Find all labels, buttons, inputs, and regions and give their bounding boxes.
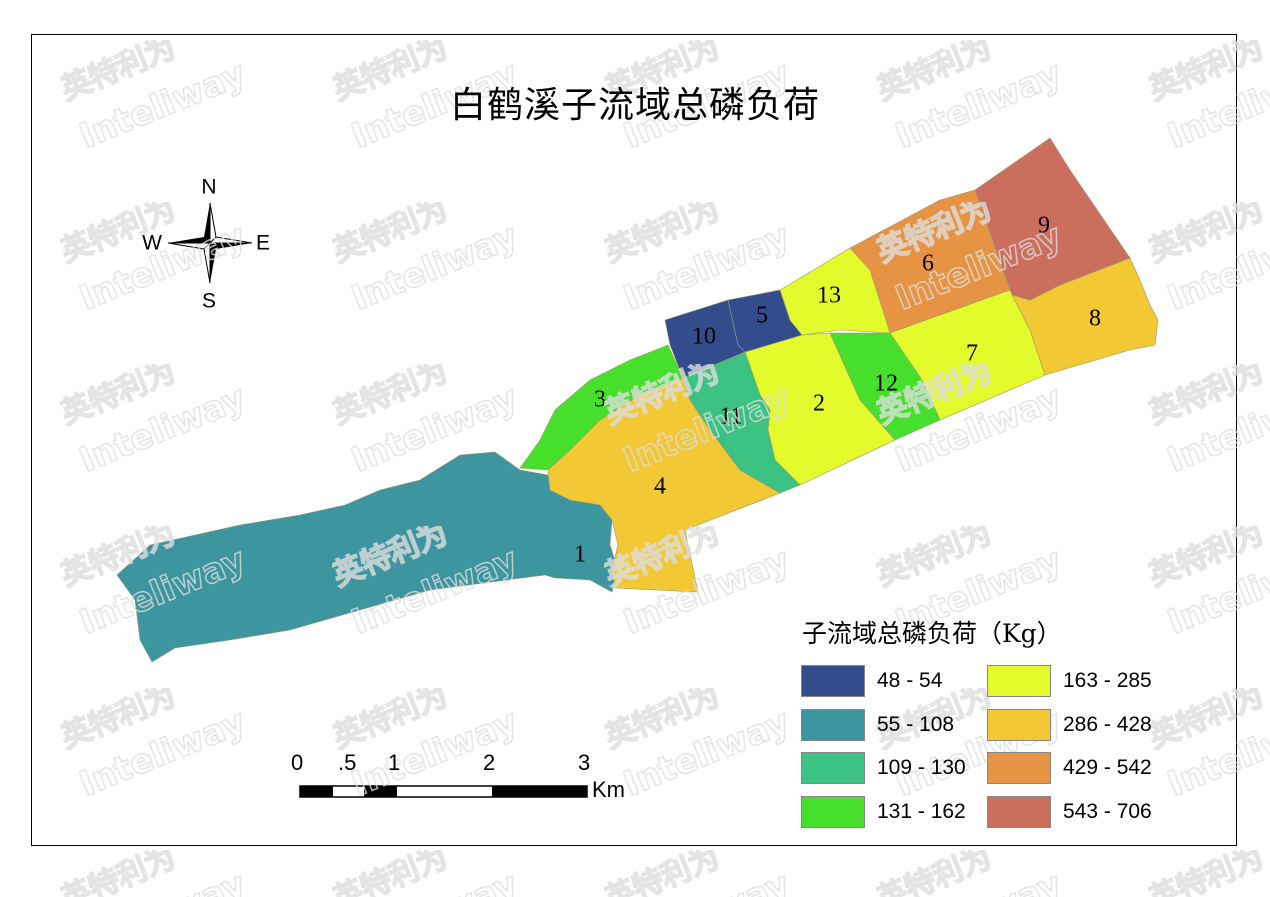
legend-item: 131 - 162 [801,796,966,828]
legend-label: 55 - 108 [877,713,955,736]
scale-tick-2: 2 [483,750,496,775]
legend-title: 子流域总磷负荷（Kg） [802,619,1062,648]
legend-label: 429 - 542 [1063,756,1152,779]
scale-tick-1: 1 [388,750,401,775]
legend-item: 286 - 428 [987,709,1152,741]
legend-item: 55 - 108 [801,709,954,741]
legend-swatch [987,796,1051,828]
legend-swatch [801,665,865,697]
legend-label: 109 - 130 [877,756,966,779]
legend-swatch [987,665,1051,697]
scale-tick-0: 0 [291,750,304,775]
map-title: 白鹤溪子流域总磷负荷 [449,85,820,126]
legend-swatch [801,752,865,784]
legend-label: 286 - 428 [1063,713,1152,736]
legend-swatch [987,752,1051,784]
scale-tick-3: 3 [578,750,591,775]
legend-item: 543 - 706 [987,796,1152,828]
scale-unit: Km [592,777,625,802]
scale-tick-half: .5 [338,750,357,775]
legend-item: 163 - 285 [987,665,1152,697]
legend-swatch [801,796,865,828]
legend-label: 163 - 285 [1063,669,1152,692]
legend-label: 131 - 162 [877,800,966,823]
legend-item: 109 - 130 [801,752,966,784]
legend-label: 543 - 706 [1063,800,1152,823]
legend-label: 48 - 54 [877,669,943,692]
legend-swatch [987,709,1051,741]
legend-item: 429 - 542 [987,752,1152,784]
legend-swatch [801,709,865,741]
legend-item: 48 - 54 [801,665,942,697]
